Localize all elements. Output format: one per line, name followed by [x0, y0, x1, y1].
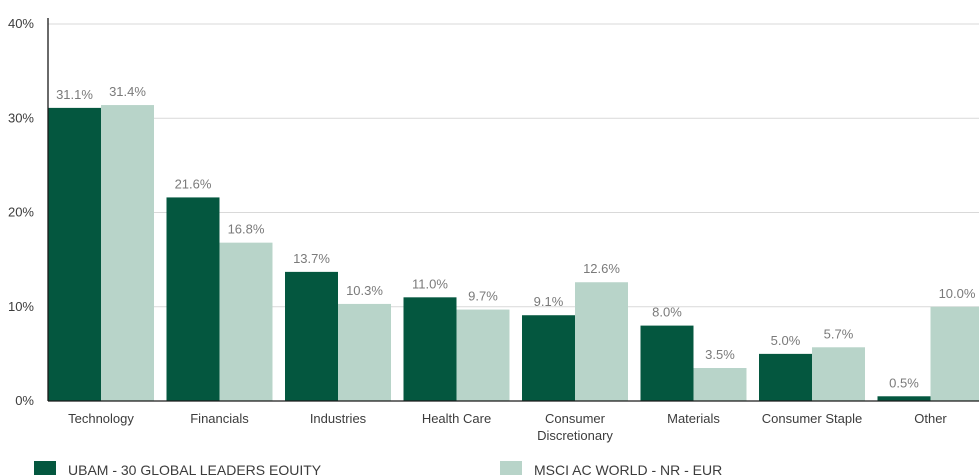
data-label: 8.0%	[652, 305, 682, 320]
bar	[640, 325, 694, 401]
bar	[166, 197, 220, 401]
bar	[812, 347, 865, 401]
bar	[456, 309, 510, 401]
category-label-line: Industries	[310, 411, 367, 426]
data-label: 10.3%	[346, 283, 383, 298]
category-label-line: Discretionary	[537, 428, 613, 443]
category-label-line: Consumer	[545, 411, 606, 426]
data-label: 9.1%	[534, 294, 564, 309]
y-tick-label: 40%	[8, 16, 34, 31]
bar	[403, 297, 457, 401]
y-tick-label: 10%	[8, 299, 34, 314]
data-labels: 31.1% 31.4% 21.6% 16.8% 13.7% 10.3% 11.0% 9.7% 9…	[56, 84, 976, 390]
bar	[522, 315, 575, 401]
data-label: 10.0%	[939, 286, 976, 301]
category-label-line: Materials	[667, 411, 720, 426]
category-label-line: Other	[914, 411, 947, 426]
y-axis-tick-labels: 0% 10% 20% 30% 40%	[8, 16, 34, 408]
legend: UBAM - 30 GLOBAL LEADERS EQUITY MSCI AC W…	[34, 461, 722, 475]
data-label: 16.8%	[228, 222, 265, 237]
x-axis-category-labels: Technology Financials Industries Health Car…	[68, 411, 947, 443]
bars	[48, 105, 979, 402]
bar	[693, 368, 747, 401]
y-tick-label: 0%	[15, 393, 34, 408]
bar	[285, 271, 338, 401]
legend-label: MSCI AC WORLD - NR - EUR	[534, 462, 722, 475]
data-label: 21.6%	[175, 176, 212, 191]
data-label: 9.7%	[468, 289, 498, 304]
bar	[48, 107, 101, 401]
category-label-line: Technology	[68, 411, 134, 426]
category-label: Materials	[667, 411, 720, 426]
bar	[101, 105, 154, 402]
bar	[930, 306, 979, 401]
category-label: Industries	[310, 411, 367, 426]
data-label: 31.1%	[56, 87, 93, 102]
bar	[575, 282, 628, 401]
bar	[759, 353, 812, 401]
legend-swatch	[500, 461, 522, 475]
data-label: 31.4%	[109, 84, 146, 99]
category-label: Other	[914, 411, 947, 426]
data-label: 0.5%	[889, 375, 919, 390]
bar	[877, 396, 931, 401]
y-tick-label: 20%	[8, 205, 34, 220]
bar	[338, 303, 391, 401]
y-tick-label: 30%	[8, 110, 34, 125]
category-label: Financials	[190, 411, 249, 426]
category-label: Technology	[68, 411, 134, 426]
category-label-line: Consumer Staple	[762, 411, 862, 426]
bar	[219, 242, 273, 401]
axes	[47, 18, 979, 402]
data-label: 13.7%	[293, 251, 330, 266]
category-label: Consumer Discretionary	[537, 411, 613, 443]
data-label: 3.5%	[705, 347, 735, 362]
category-label-line: Financials	[190, 411, 249, 426]
legend-label: UBAM - 30 GLOBAL LEADERS EQUITY	[68, 462, 322, 475]
category-label-line: Health Care	[422, 411, 491, 426]
data-label: 5.0%	[771, 333, 801, 348]
data-label: 11.0%	[412, 276, 448, 291]
category-label: Consumer Staple	[762, 411, 862, 426]
data-label: 5.7%	[824, 326, 854, 341]
data-label: 12.6%	[583, 261, 620, 276]
legend-swatch	[34, 461, 56, 475]
category-label: Health Care	[422, 411, 491, 426]
